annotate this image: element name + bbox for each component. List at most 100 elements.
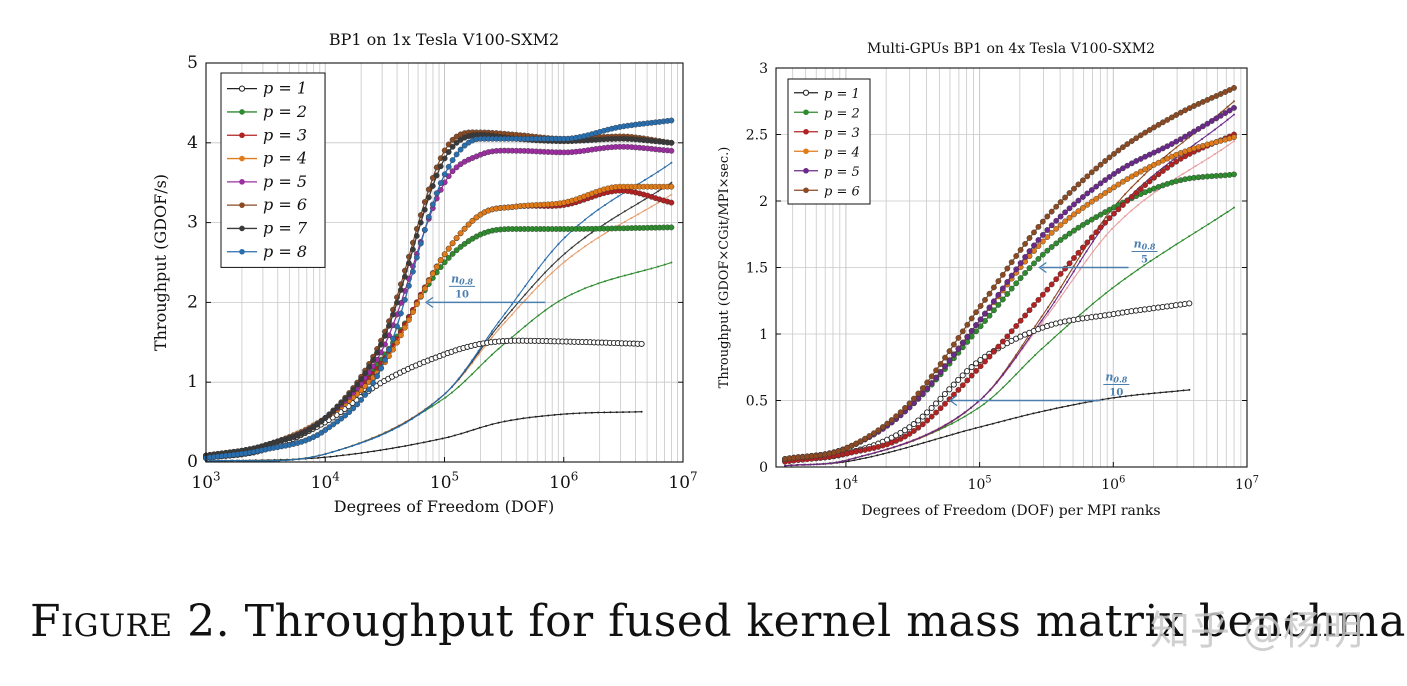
series-point [1128, 138, 1135, 145]
thin-series-point [504, 316, 507, 319]
thin-series-point [1067, 404, 1069, 407]
series-point [1066, 214, 1073, 221]
legend-swatch-marker [239, 202, 245, 208]
series-point [995, 278, 1002, 284]
thin-series-point [1130, 273, 1133, 276]
series-point [465, 221, 472, 228]
series-point [310, 424, 317, 430]
series-point [973, 322, 979, 329]
watermark: 知乎 @杨明 [1150, 608, 1363, 654]
thin-series-point [950, 420, 953, 423]
series-point [1173, 112, 1180, 118]
series-point [1004, 333, 1011, 340]
series-point [1120, 178, 1126, 185]
series-point [1004, 265, 1011, 272]
series-point [449, 157, 456, 164]
series-point [1093, 214, 1100, 221]
series-point [1013, 266, 1020, 273]
series-point [1111, 184, 1117, 191]
legend-box [787, 78, 871, 205]
series-point [1066, 260, 1073, 267]
thin-series-point [537, 285, 540, 288]
series-point [1039, 218, 1046, 225]
thin-series-point [417, 413, 420, 416]
thin-series-point [623, 210, 626, 213]
thin-series-point [609, 411, 612, 414]
series-point [1071, 201, 1077, 208]
thin-series-point [550, 250, 553, 253]
series-point [1039, 231, 1046, 238]
thin-series-point [623, 274, 626, 277]
series-point [453, 247, 460, 254]
thin-series-point [344, 447, 347, 450]
series-point [937, 361, 944, 367]
thin-series-point [429, 440, 431, 443]
thin-series-point [1147, 392, 1150, 395]
thin-series-point [925, 433, 928, 436]
thin-series-point [510, 303, 513, 306]
series-point [409, 309, 416, 315]
x-tick-label: 106 [1101, 475, 1125, 493]
thin-series-point [1072, 277, 1075, 280]
series-point [374, 349, 380, 356]
thin-series-point [1104, 234, 1107, 237]
legend-label: p = 8 [263, 242, 307, 261]
series-point [1026, 248, 1033, 255]
series-point [350, 386, 357, 393]
thin-series-point [1233, 113, 1235, 116]
annotation-2: n0.8 10 [948, 371, 1130, 407]
series-point [1048, 222, 1055, 229]
series-point [1173, 158, 1180, 165]
series-point [322, 415, 329, 421]
thin-series-point [1188, 169, 1191, 172]
thin-series-point [905, 446, 908, 449]
series-point [1106, 215, 1113, 222]
thin-series-point [1047, 313, 1049, 316]
thin-series-point [643, 209, 646, 212]
series-point [941, 390, 948, 398]
series-point [1120, 144, 1126, 151]
series-8 [203, 117, 675, 461]
series-point [1071, 211, 1077, 218]
series-point [986, 353, 993, 360]
thin-series-point [1220, 123, 1223, 126]
thin-series-point [1117, 282, 1120, 285]
y-tick-label: 3 [759, 61, 768, 77]
thin-series-point [1066, 324, 1069, 327]
thin-series-point [566, 412, 568, 415]
thin-series-point [610, 278, 613, 281]
series-point [888, 417, 895, 423]
thin-series-point [880, 449, 883, 452]
annotation-denominator: 10 [1109, 388, 1123, 399]
series-point [1146, 178, 1153, 185]
legend-label: p = 2 [824, 106, 860, 121]
series-point [1097, 224, 1104, 231]
thin-series-point [530, 286, 533, 288]
thin-series-point [1008, 365, 1011, 368]
series-point [1142, 166, 1149, 173]
series-point [413, 232, 420, 239]
thin-series-point [854, 456, 857, 459]
thin-series-point [1098, 242, 1101, 245]
series-point [397, 332, 404, 339]
thin-series-point [1053, 304, 1056, 307]
chart-2: n0.8 5 n0.8 10 0 0.5 1 1.5 2 2.5 3 104 105 106 107 Mult… [717, 41, 1259, 519]
thin-series-point [1040, 348, 1043, 350]
thin-series-point [847, 460, 850, 463]
series-point [445, 163, 452, 170]
series-point [937, 405, 944, 412]
y-axis-label: Throughput (GDOF×CGit/MPI×sec.) [717, 147, 732, 389]
series-point [1128, 193, 1135, 200]
thin-series-point [617, 276, 620, 279]
series-point [1106, 187, 1113, 194]
thin-series-point [397, 446, 400, 449]
thin-series-point [603, 411, 606, 414]
thin-series-point [1009, 418, 1012, 421]
series-point [991, 348, 997, 355]
thin-series-point [899, 444, 902, 446]
series-point [1017, 246, 1024, 253]
series-point [449, 168, 456, 175]
thin-series-point [590, 240, 593, 243]
thin-series-point [503, 420, 506, 423]
thin-series-point [1220, 149, 1223, 151]
